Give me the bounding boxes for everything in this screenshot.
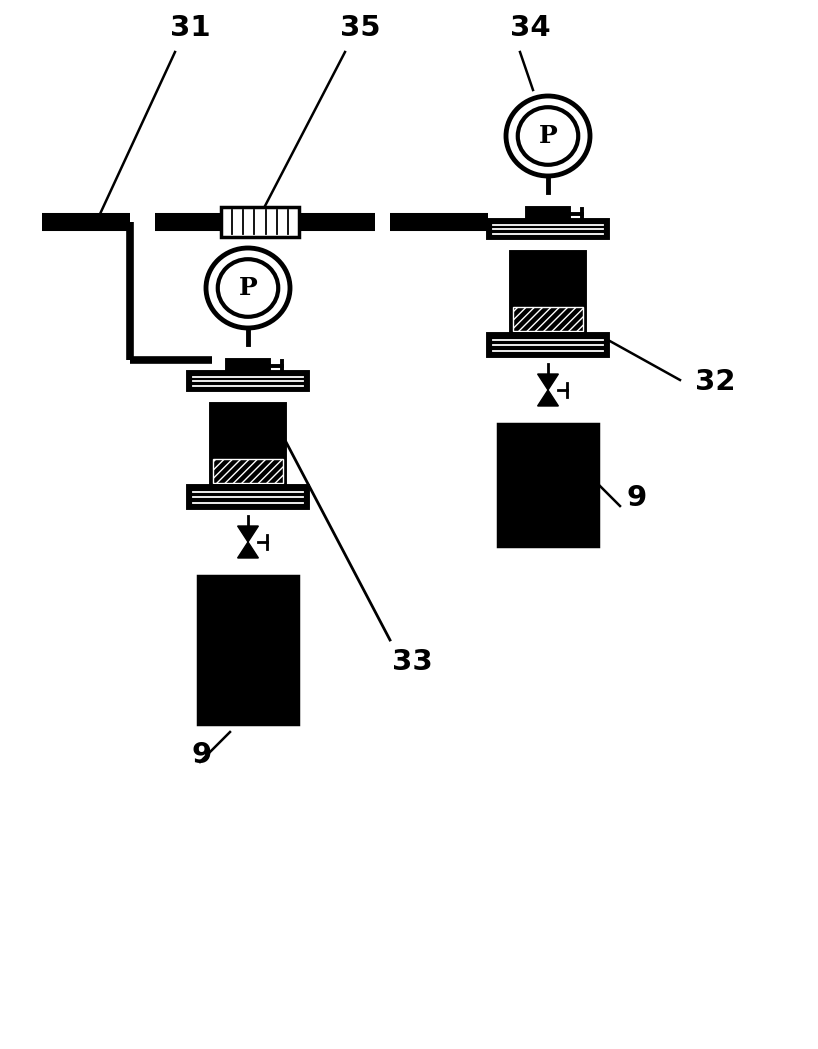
Bar bbox=[511, 252, 585, 334]
Text: 33: 33 bbox=[392, 648, 433, 676]
Text: 32: 32 bbox=[695, 368, 735, 397]
Bar bbox=[188, 372, 308, 390]
Text: 35: 35 bbox=[339, 14, 380, 42]
Bar bbox=[513, 307, 583, 331]
Text: 9: 9 bbox=[626, 484, 646, 512]
Polygon shape bbox=[537, 374, 559, 390]
Bar bbox=[221, 207, 299, 237]
Bar bbox=[488, 334, 608, 356]
Bar bbox=[198, 576, 298, 724]
Text: P: P bbox=[239, 276, 258, 300]
Bar bbox=[227, 360, 269, 372]
Text: 34: 34 bbox=[510, 14, 551, 42]
Bar bbox=[213, 459, 283, 483]
Text: P: P bbox=[538, 124, 557, 148]
Bar bbox=[527, 208, 569, 220]
Bar bbox=[488, 220, 608, 238]
Polygon shape bbox=[237, 542, 258, 558]
Bar bbox=[211, 404, 285, 486]
Bar bbox=[498, 424, 598, 545]
Bar bbox=[188, 486, 308, 508]
Text: 9: 9 bbox=[192, 741, 212, 769]
Text: 31: 31 bbox=[169, 14, 210, 42]
Polygon shape bbox=[537, 390, 559, 406]
Polygon shape bbox=[237, 526, 258, 542]
